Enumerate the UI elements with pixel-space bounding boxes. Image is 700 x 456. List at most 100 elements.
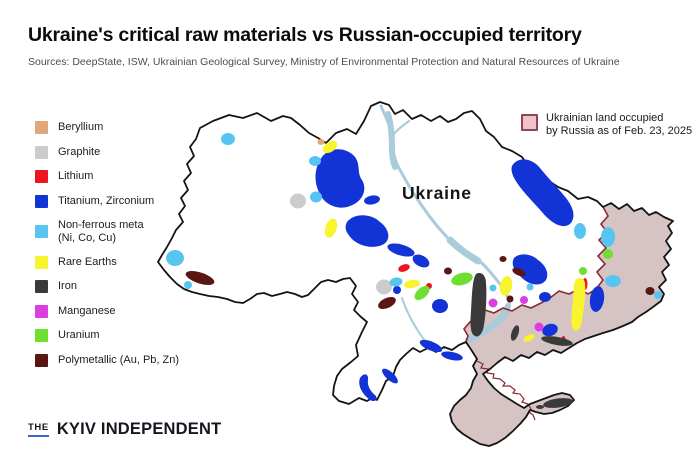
uranium-deposit xyxy=(603,249,613,259)
iron-deposit xyxy=(510,325,520,341)
titanium-deposit xyxy=(512,254,548,285)
titanium-deposit xyxy=(345,215,389,247)
graphite-deposit xyxy=(376,279,392,295)
beryllium-deposit xyxy=(317,139,325,145)
legend-label-line1: Beryllium xyxy=(58,121,104,134)
occupied-legend-line1: Ukrainian land occupied xyxy=(546,112,664,124)
lithium-deposit xyxy=(398,264,410,272)
legend-label-line1: Lithium xyxy=(58,170,94,183)
occupied-legend-text: Ukrainian land occupied by Russia as of … xyxy=(546,112,692,138)
legend-label: Uranium xyxy=(58,329,100,342)
uranium-deposit xyxy=(451,272,473,286)
legend-item-uranium: Uranium xyxy=(35,329,205,342)
graphite-deposit xyxy=(290,193,306,209)
titanium-deposit xyxy=(432,299,448,313)
legend-label-line1: Titanium, Zirconium xyxy=(58,194,155,207)
legend-swatch xyxy=(35,121,48,134)
legend-item-lithium: Lithium xyxy=(35,170,205,183)
uranium-deposit xyxy=(579,267,587,275)
legend-swatch xyxy=(35,255,48,269)
occupied-territory-legend: Ukrainian land occupied by Russia as of … xyxy=(521,112,692,138)
legend-label-line1: Non-ferrous meta xyxy=(58,219,144,231)
legend-swatch xyxy=(35,225,48,238)
polymetallic-deposit xyxy=(444,267,452,275)
titanium-deposit xyxy=(382,368,398,384)
iron-deposit xyxy=(543,398,573,408)
nonferrous-deposit xyxy=(310,191,322,203)
manganese-deposit xyxy=(534,322,544,332)
legend-label: Manganese xyxy=(58,305,116,318)
legend-item-manganese: Manganese xyxy=(35,304,205,318)
logo-name: KYIV INDEPENDENT xyxy=(56,420,222,438)
legend-swatch xyxy=(35,304,48,318)
page-title: Ukraine's critical raw materials vs Russ… xyxy=(28,24,582,46)
iron-deposit xyxy=(541,336,573,346)
titanium-deposit xyxy=(387,243,415,257)
legend-label: Beryllium xyxy=(58,121,103,134)
titanium-deposit xyxy=(419,339,443,353)
titanium-deposit xyxy=(412,254,430,268)
legend-item-titanium: Titanium, Zirconium xyxy=(35,194,205,208)
legend-item-nonferrous: Non-ferrous meta (Ni, Co, Cu) xyxy=(35,219,205,244)
titanium-deposit xyxy=(539,292,551,302)
legend-label-line1: Manganese xyxy=(58,304,116,317)
occupied-swatch xyxy=(521,114,538,131)
titanium-deposit xyxy=(364,195,380,205)
legend-item-beryllium: Beryllium xyxy=(35,121,205,134)
dnipro-river xyxy=(379,104,511,350)
polymetallic-deposit xyxy=(499,256,507,262)
manganese-deposit xyxy=(488,298,498,308)
titanium-deposit xyxy=(589,286,605,312)
manganese-deposit xyxy=(520,296,528,304)
polymetallic-deposit xyxy=(185,271,215,285)
mineral-deposits-layer xyxy=(166,133,662,409)
rareearth-deposit xyxy=(404,279,420,289)
materials-legend: Beryllium Graphite Lithium Titanium, Zir… xyxy=(35,121,205,367)
legend-label: Graphite xyxy=(58,146,100,159)
polymetallic-deposit xyxy=(378,296,396,310)
nonferrous-deposit xyxy=(166,250,184,266)
legend-label: Titanium, Zirconium xyxy=(58,195,154,208)
sources-note: Sources: DeepState, ISW, Ukrainian Geolo… xyxy=(28,56,620,68)
legend-label-line1: Graphite xyxy=(58,145,101,158)
nonferrous-deposit xyxy=(184,281,192,289)
legend-swatch xyxy=(35,194,48,208)
nonferrous-deposit xyxy=(309,156,321,166)
legend-label-line1: Polymetallic (Au, Pb, Zn) xyxy=(58,353,180,366)
legend-swatch xyxy=(35,145,48,159)
legend-label: Lithium xyxy=(58,170,93,183)
iron-deposit xyxy=(536,405,544,409)
legend-label-line2: (Ni, Co, Cu) xyxy=(58,231,117,244)
titanium-deposit xyxy=(393,286,401,294)
legend-swatch xyxy=(35,353,48,367)
logo-the: THE xyxy=(28,422,49,437)
legend-item-graphite: Graphite xyxy=(35,145,205,159)
nonferrous-deposit xyxy=(221,133,235,145)
polymetallic-deposit xyxy=(506,295,514,303)
iron-deposit xyxy=(470,273,487,337)
nonferrous-deposit xyxy=(389,277,403,287)
uranium-deposit xyxy=(414,285,430,301)
polymetallic-deposit xyxy=(645,287,655,295)
ukraine-landmass xyxy=(158,102,673,446)
legend-swatch xyxy=(35,280,48,293)
rareearth-deposit xyxy=(499,276,513,296)
legend-label-line1: Uranium xyxy=(58,329,100,342)
occupied-territory-region xyxy=(450,203,673,446)
legend-label: Iron xyxy=(58,280,77,293)
legend-label-line1: Rare Earths xyxy=(58,255,117,268)
legend-item-polymetallic: Polymetallic (Au, Pb, Zn) xyxy=(35,353,205,367)
country-label: Ukraine xyxy=(402,183,472,203)
titanium-deposit xyxy=(542,323,558,337)
nonferrous-deposit xyxy=(526,283,534,291)
kyiv-independent-logo: THE KYIV INDEPENDENT xyxy=(28,420,221,439)
titanium-deposit xyxy=(441,351,463,361)
ukraine-border-outline xyxy=(157,101,674,447)
legend-item-rareearth: Rare Earths xyxy=(35,255,205,269)
legend-label-line1: Iron xyxy=(58,280,77,293)
legend-swatch xyxy=(35,170,48,183)
titanium-deposit xyxy=(511,159,574,227)
nonferrous-deposit xyxy=(574,223,586,239)
header: Ukraine's critical raw materials vs Russ… xyxy=(28,24,684,68)
